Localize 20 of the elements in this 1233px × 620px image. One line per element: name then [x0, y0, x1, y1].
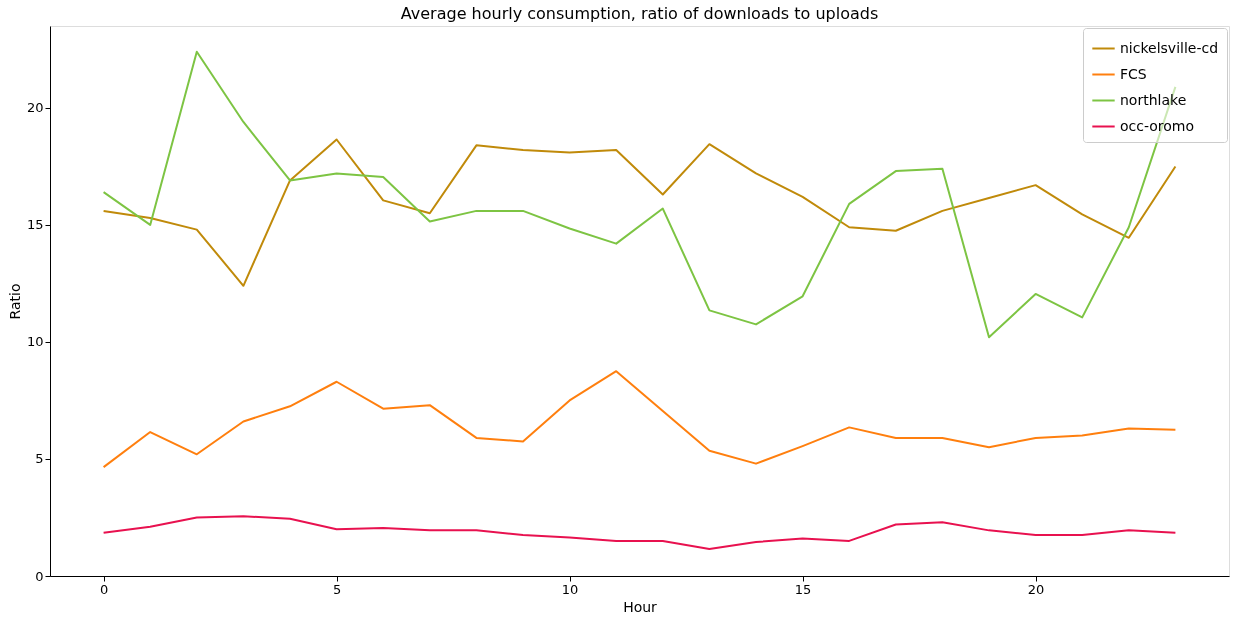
legend-label: northlake — [1120, 91, 1187, 108]
legend-label: nickelsville-cd — [1120, 39, 1219, 56]
x-tick-label: 15 — [794, 581, 812, 597]
y-axis-title: Ratio — [6, 283, 23, 320]
x-tick-label: 5 — [332, 581, 342, 597]
chart-title: Average hourly consumption, ratio of downloads to uploads — [400, 4, 879, 23]
y-tick-label: 10 — [26, 334, 44, 350]
x-tick-label: 0 — [99, 581, 109, 597]
y-tick-label: 5 — [35, 451, 44, 467]
y-tick-label: 15 — [26, 217, 44, 233]
x-tick-label: 20 — [1027, 581, 1045, 597]
y-tick-label: 20 — [26, 100, 44, 116]
legend-label: FCS — [1120, 65, 1147, 82]
x-tick-label: 10 — [561, 581, 579, 597]
x-axis-title: Hour — [623, 598, 658, 615]
line-series — [102, 515, 1177, 551]
line-series — [102, 138, 1177, 287]
legend-label: occ-oromo — [1120, 117, 1195, 134]
y-tick-label: 0 — [35, 568, 44, 584]
line-series — [102, 370, 1177, 469]
